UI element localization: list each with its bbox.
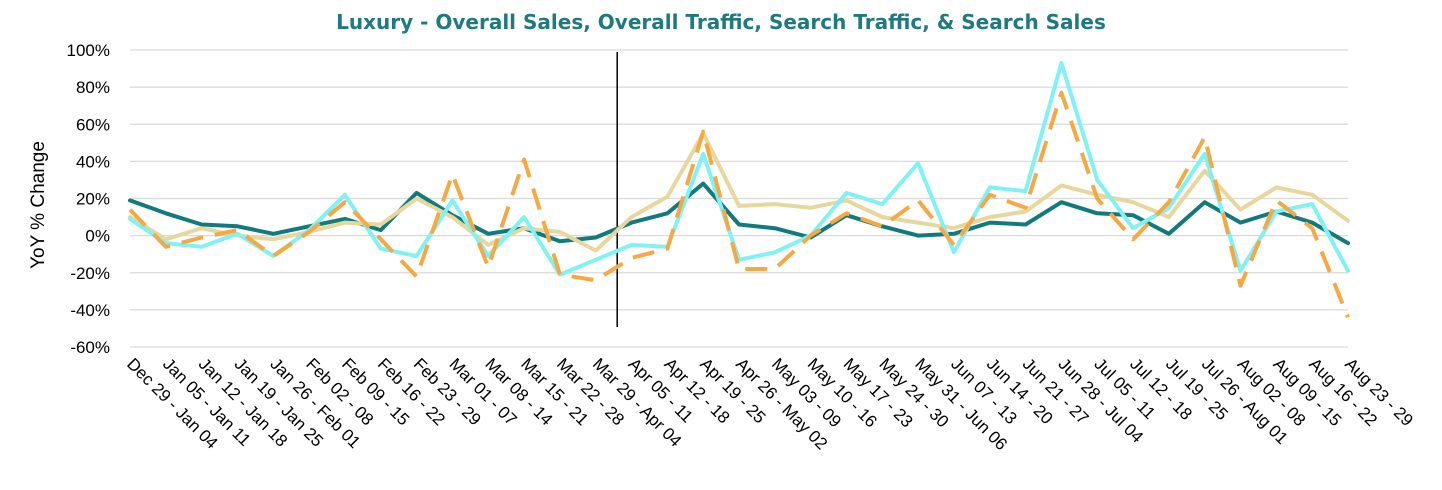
- chart-title: Luxury - Overall Sales, Overall Traffic,…: [336, 10, 1106, 34]
- y-tick-label: 60%: [76, 115, 110, 134]
- y-tick-label: -20%: [70, 264, 110, 283]
- y-tick-label: 100%: [67, 41, 110, 60]
- y-tick-label: 0%: [85, 227, 110, 246]
- y-tick-label: -40%: [70, 301, 110, 320]
- series-line-1: [128, 181, 1350, 246]
- y-axis-ticks: -60% -40% -20% 0% 20% 40% 60% 80% 100%: [67, 41, 110, 357]
- series-lines: [128, 61, 1350, 319]
- y-tick-label: -60%: [70, 338, 110, 357]
- y-tick-label: 20%: [76, 190, 110, 209]
- series-line-4: [128, 90, 1350, 319]
- gridlines: [130, 49, 1348, 348]
- y-axis-label: YoY % Change: [28, 141, 49, 269]
- series-line-2: [128, 131, 1350, 253]
- series-line-3: [128, 61, 1350, 277]
- y-tick-label: 40%: [76, 152, 110, 171]
- y-tick-label: 80%: [76, 78, 110, 97]
